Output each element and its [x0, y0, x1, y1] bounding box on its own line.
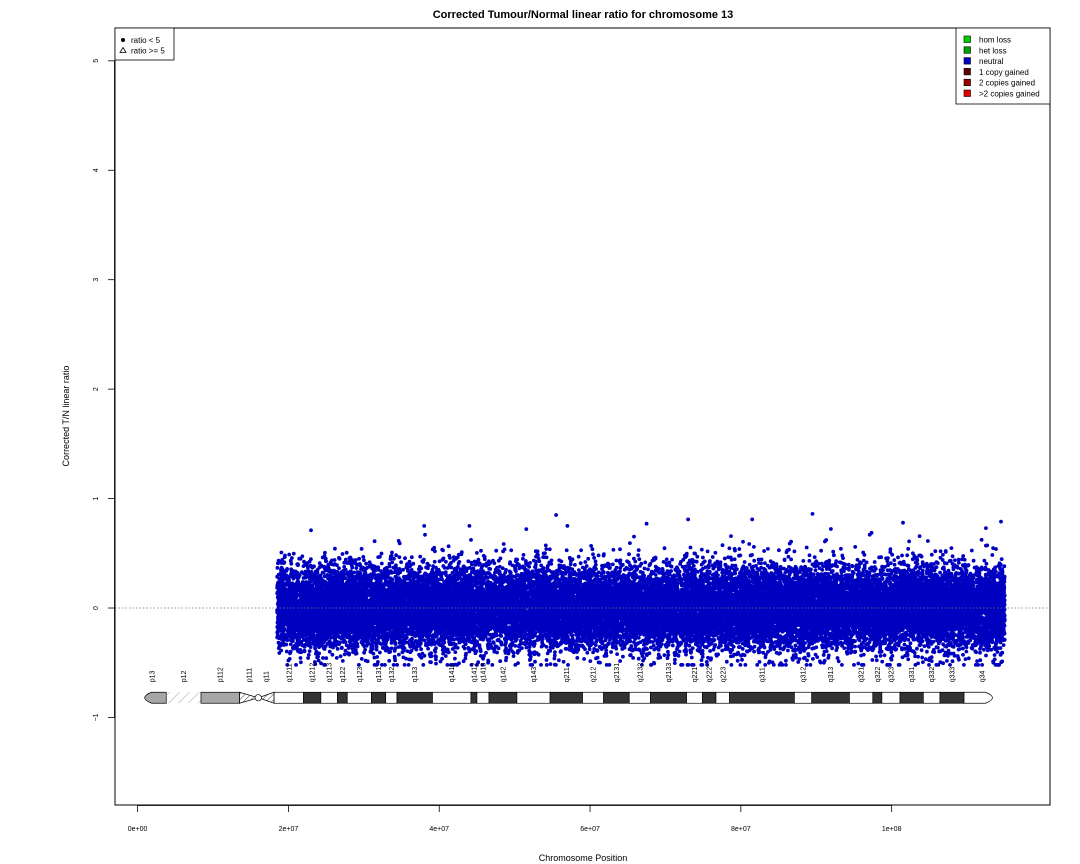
data-point — [929, 552, 934, 557]
data-point — [298, 656, 303, 660]
data-point — [627, 552, 631, 557]
data-point — [578, 561, 583, 566]
data-point — [589, 544, 593, 548]
data-point — [835, 656, 840, 660]
data-point — [621, 654, 625, 659]
data-point — [421, 663, 426, 667]
data-point — [651, 643, 656, 648]
data-point — [762, 645, 767, 650]
data-point — [337, 566, 341, 571]
data-point — [926, 645, 931, 649]
data-point — [688, 545, 693, 550]
data-point — [807, 553, 812, 558]
data-point — [836, 659, 841, 664]
data-point — [938, 570, 942, 575]
data-point — [921, 660, 925, 664]
data-point — [883, 565, 887, 569]
data-point — [747, 542, 752, 546]
data-points — [275, 512, 1007, 667]
data-point — [752, 545, 756, 549]
data-point — [359, 657, 364, 661]
data-point — [801, 559, 806, 563]
data-point — [591, 650, 595, 655]
data-point — [372, 539, 377, 544]
data-point — [501, 542, 506, 546]
data-point — [821, 653, 826, 657]
data-point — [999, 557, 1004, 561]
data-point — [962, 663, 966, 667]
data-point — [409, 555, 414, 560]
data-point — [403, 556, 407, 561]
chart-title: Corrected Tumour/Normal linear ratio for… — [433, 9, 734, 21]
data-point — [475, 551, 479, 555]
data-point — [291, 646, 296, 651]
data-point — [543, 543, 548, 548]
data-point — [856, 661, 861, 666]
data-point — [747, 562, 752, 567]
data-point — [733, 548, 737, 553]
data-point — [975, 659, 979, 663]
data-point — [317, 561, 322, 566]
data-point — [453, 656, 457, 661]
data-point — [490, 663, 495, 667]
data-point — [846, 562, 851, 567]
data-point — [1001, 643, 1006, 647]
data-point — [906, 657, 911, 662]
data-point — [834, 559, 839, 564]
data-point — [566, 663, 570, 667]
data-point — [646, 567, 650, 572]
data-point — [330, 652, 335, 657]
data-point — [275, 566, 280, 570]
data-point — [577, 568, 581, 572]
data-point — [649, 645, 653, 650]
data-point — [610, 562, 615, 567]
data-point — [743, 663, 748, 667]
data-point — [831, 549, 836, 554]
data-point — [573, 563, 577, 567]
data-point — [691, 663, 696, 667]
data-point — [804, 545, 809, 550]
data-point — [434, 661, 438, 666]
data-point — [294, 663, 298, 667]
data-point — [768, 559, 773, 564]
data-point — [561, 659, 566, 664]
data-point — [840, 663, 844, 667]
data-point — [966, 656, 971, 661]
data-point — [701, 555, 705, 560]
